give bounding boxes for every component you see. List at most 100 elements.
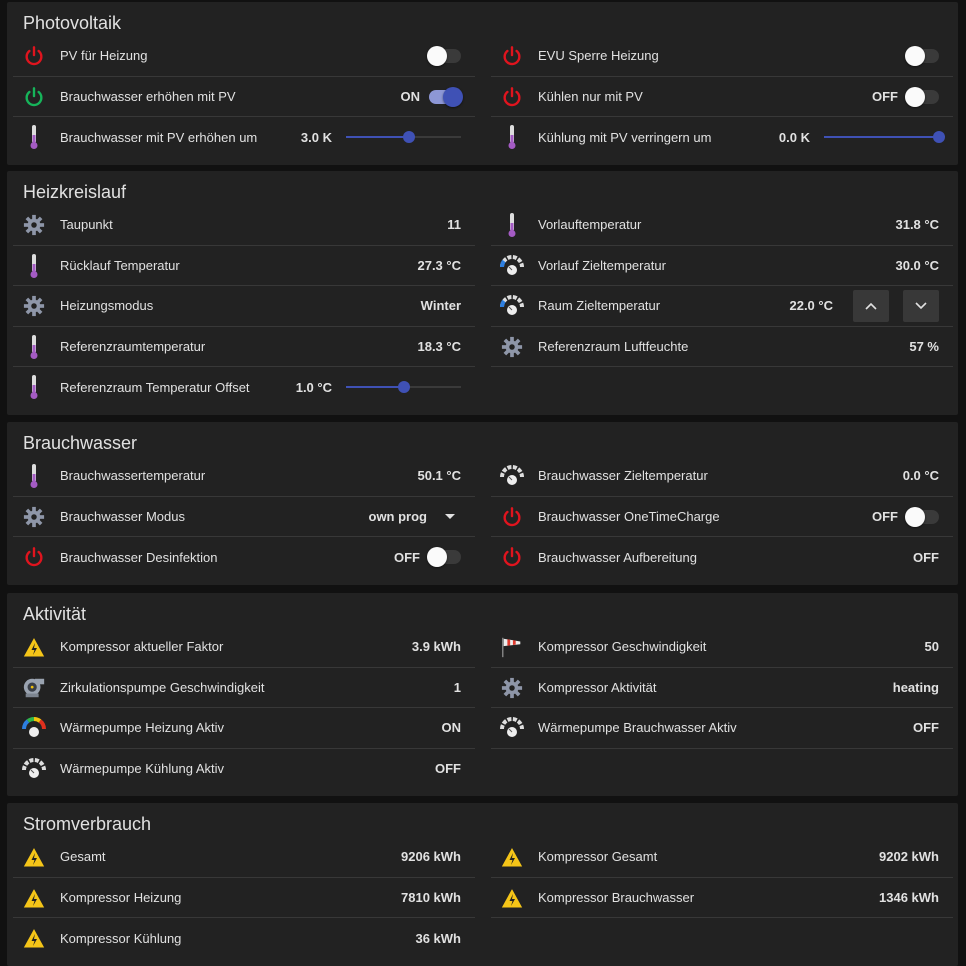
power-off-icon — [500, 545, 524, 569]
section-card: Aktivität Kompressor aktueller Faktor 3.9 … — [7, 593, 958, 796]
thermometer-icon — [500, 125, 524, 149]
entity-value: 31.8 °C — [895, 217, 939, 233]
power-off-icon — [22, 545, 46, 569]
slider-value: 3.0 K — [300, 129, 332, 145]
entity-row: Kompressor Aktivität heating — [491, 668, 953, 708]
toggle-knob[interactable] — [905, 506, 925, 527]
entity-row: Referenzraumtemperatur 18.3 °C — [13, 327, 475, 367]
entity-row: Taupunkt 11 — [13, 205, 475, 246]
entity-row[interactable]: PV für Heizung — [13, 36, 475, 77]
decrease-button[interactable] — [903, 290, 939, 322]
entity-label: Referenzraum Temperatur Offset — [60, 379, 250, 395]
toggle-knob[interactable] — [427, 547, 447, 567]
toggle-switch[interactable] — [905, 506, 939, 527]
entity-row: Vorlauf Zieltemperatur 30.0 °C — [491, 246, 953, 286]
entity-label: Kompressor aktueller Faktor — [60, 639, 224, 655]
toggle-state: ON — [400, 88, 421, 104]
entity-label: EVU Sperre Heizung — [538, 48, 659, 64]
entity-row[interactable]: Raum Zieltemperatur 22.0 °C — [491, 286, 953, 327]
entity-label: Wärmepumpe Heizung Aktiv — [60, 720, 225, 736]
chevron-down-icon — [915, 302, 927, 310]
toggle-knob[interactable] — [905, 46, 925, 66]
pump-icon — [22, 676, 46, 700]
entity-value: 50 — [924, 639, 939, 655]
entity-row[interactable]: Referenzraum Temperatur Offset 1.0 °C — [13, 367, 475, 408]
left-column: PV für Heizung Brauchwasser erhöhen mit P… — [13, 36, 475, 158]
entity-label: Kompressor Aktivität — [538, 679, 657, 695]
dropdown-arrow-icon[interactable] — [445, 513, 455, 519]
stepper-value: 22.0 °C — [789, 298, 833, 314]
slider-thumb[interactable] — [397, 381, 410, 393]
entity-row: Brauchwassertemperatur 50.1 °C — [13, 456, 475, 497]
entity-row: Zirkulationspumpe Geschwindigkeit 1 — [13, 668, 475, 708]
power-off-icon — [500, 505, 524, 529]
entity-row[interactable]: Brauchwasser Modus own prog — [13, 497, 475, 537]
entity-row: Brauchwasser Aufbereitung OFF — [491, 537, 953, 578]
slider[interactable] — [346, 131, 461, 143]
entity-value: 9202 kWh — [879, 849, 939, 865]
entity-value: Winter — [420, 298, 461, 314]
toggle-state: OFF — [872, 508, 898, 524]
slider-fill — [346, 386, 404, 388]
entity-label: Kompressor Brauchwasser — [538, 889, 695, 905]
entity-value: 27.3 °C — [417, 257, 461, 273]
entity-label: Brauchwasser OneTimeCharge — [538, 508, 720, 524]
entity-label: Heizungsmodus — [60, 298, 154, 314]
entity-label: Kompressor Gesamt — [538, 849, 658, 865]
slider[interactable] — [346, 381, 461, 393]
entity-row: Vorlauftemperatur 31.8 °C — [491, 205, 953, 246]
toggle-switch[interactable] — [427, 547, 461, 567]
left-column: Gesamt 9206 kWh Kompressor Heizung 7810 kWh… — [13, 837, 475, 959]
entity-row: Kompressor Heizung 7810 kWh — [13, 878, 475, 918]
right-column: EVU Sperre Heizung Kühlen nur mit PV OFF Kü… — [491, 36, 953, 158]
power-off-icon — [500, 85, 524, 109]
entity-row: Gesamt 9206 kWh — [13, 837, 475, 878]
warning-icon — [22, 845, 46, 869]
entity-row[interactable]: Kühlung mit PV verringern um 0.0 K — [491, 117, 953, 158]
entity-label: PV für Heizung — [60, 48, 148, 64]
toggle-knob[interactable] — [905, 86, 925, 107]
entity-label: Brauchwassertemperatur — [60, 468, 206, 484]
entity-label: Rücklauf Temperatur — [60, 257, 180, 273]
entity-label: Wärmepumpe Kühlung Aktiv — [60, 761, 225, 777]
entity-value: 57 % — [909, 338, 939, 354]
gear-icon — [22, 505, 46, 529]
gauge-icon — [22, 757, 46, 781]
toggle-knob[interactable] — [427, 46, 447, 66]
increase-button[interactable] — [853, 290, 889, 322]
entity-row[interactable]: Brauchwasser OneTimeCharge OFF — [491, 497, 953, 537]
gear-icon — [22, 294, 46, 318]
toggle-knob[interactable] — [443, 86, 463, 107]
entity-label: Brauchwasser Desinfektion — [60, 549, 218, 565]
toggle-switch[interactable] — [905, 46, 939, 66]
toggle-switch[interactable] — [427, 46, 461, 66]
thermometer-icon — [22, 464, 46, 488]
entity-row: Kompressor Gesamt 9202 kWh — [491, 837, 953, 878]
entity-row[interactable]: EVU Sperre Heizung — [491, 36, 953, 77]
toggle-switch[interactable] — [905, 86, 939, 107]
toggle-switch[interactable] — [429, 86, 463, 107]
slider[interactable] — [824, 131, 945, 143]
entity-label: Referenzraumtemperatur — [60, 338, 206, 354]
entity-value: 3.9 kWh — [411, 639, 461, 655]
windsock-icon — [500, 635, 524, 659]
thermometer-icon — [22, 375, 46, 399]
slider-thumb[interactable] — [933, 131, 945, 143]
entity-row[interactable]: Kühlen nur mit PV OFF — [491, 77, 953, 117]
entity-row[interactable]: Brauchwasser erhöhen mit PV ON — [13, 77, 475, 117]
right-column: Kompressor Geschwindigkeit 50 Kompressor A… — [491, 627, 953, 749]
section-title: Brauchwasser — [23, 433, 138, 453]
slider-value: 1.0 °C — [295, 379, 332, 395]
entity-value: 1346 kWh — [879, 889, 939, 905]
entity-value: OFF — [913, 720, 939, 736]
slider-value: 0.0 K — [778, 129, 810, 145]
entity-row[interactable]: Brauchwasser Desinfektion OFF — [13, 537, 475, 578]
gear-icon — [500, 676, 524, 700]
slider-thumb[interactable] — [403, 131, 416, 143]
dropdown-value[interactable]: own prog — [368, 508, 428, 524]
entity-value: OFF — [435, 761, 461, 777]
entity-value: ON — [441, 720, 462, 736]
entity-value: 11 — [447, 217, 461, 233]
right-column: Brauchwasser Zieltemperatur 0.0 °C Brauchw… — [491, 456, 953, 578]
entity-row[interactable]: Brauchwasser mit PV erhöhen um 3.0 K — [13, 117, 475, 158]
